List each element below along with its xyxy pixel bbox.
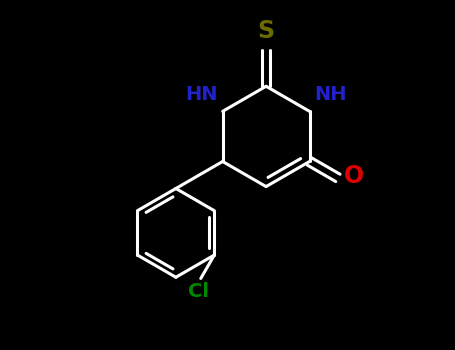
Text: S: S [258,19,275,43]
Text: Cl: Cl [188,282,209,301]
Text: NH: NH [314,85,347,104]
Text: HN: HN [186,85,218,104]
Text: O: O [344,164,364,188]
